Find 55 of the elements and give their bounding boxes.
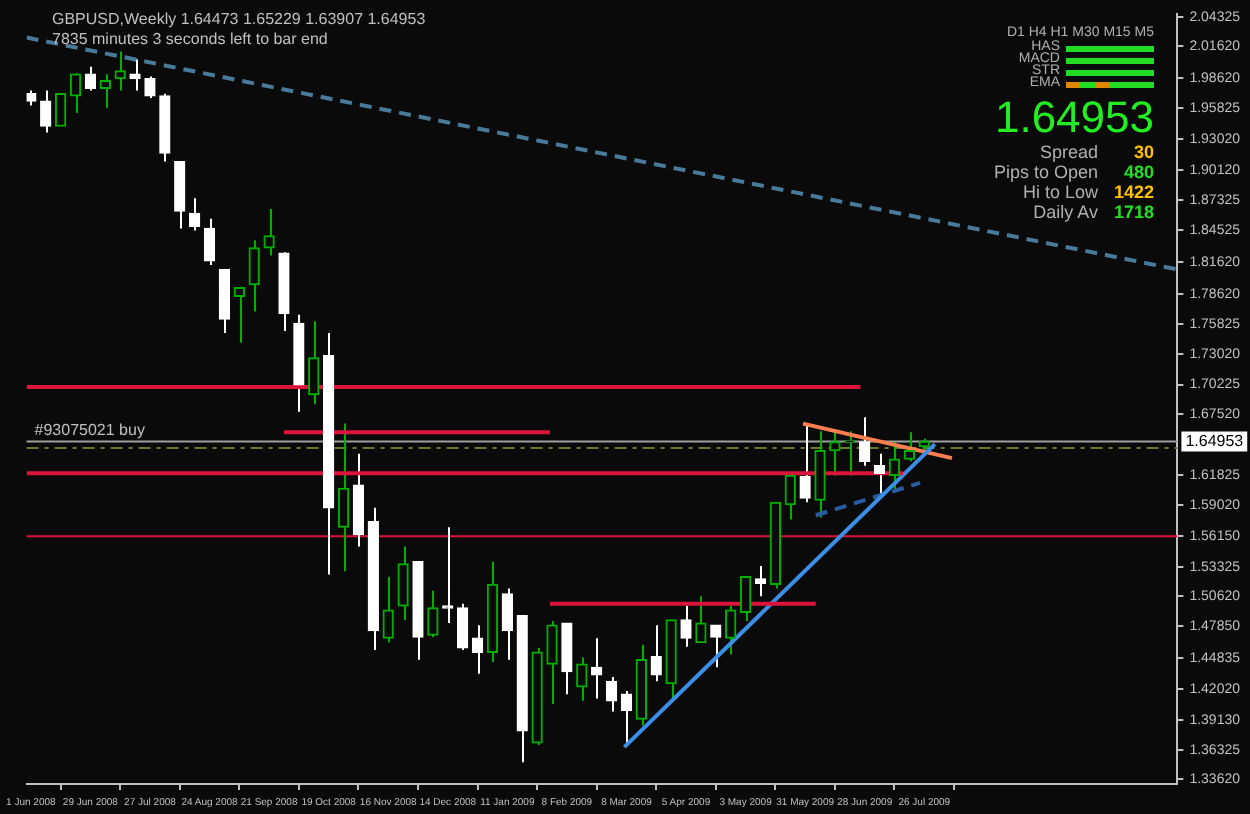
annotation: 480 <box>1121 162 1154 182</box>
annotation: Hi to Low <box>1022 182 1098 202</box>
candlestick <box>799 422 811 504</box>
candlestick <box>859 416 871 467</box>
candlestick <box>829 431 841 477</box>
candlestick <box>352 452 365 548</box>
candlestick <box>471 624 484 675</box>
candlestick <box>337 422 350 573</box>
annotation: 1422 <box>1111 182 1154 202</box>
annotation: 1718 <box>1111 202 1154 222</box>
candlestick <box>814 430 826 519</box>
annotation: 30 <box>1131 142 1154 162</box>
candlestick <box>754 564 767 598</box>
candlestick <box>695 595 707 644</box>
candlestick <box>620 690 633 748</box>
annotation: Daily Av <box>1033 202 1098 222</box>
candlestick <box>591 637 603 700</box>
ref-line-label: 1.64953 <box>1185 431 1245 450</box>
chart-title: GBPUSD,Weekly 1.64473 1.65229 1.63907 1.64953 <box>52 10 426 30</box>
candlestick <box>40 89 52 134</box>
candlestick <box>888 440 901 494</box>
candlestick <box>233 285 245 344</box>
candlestick <box>605 676 618 713</box>
candlestick <box>382 575 394 644</box>
candlestick <box>442 526 454 625</box>
candlestick <box>710 624 722 669</box>
candlestick <box>680 604 692 648</box>
candlestick <box>784 474 796 521</box>
ref-line-label: #93075021 buy <box>34 420 145 439</box>
candlestick <box>308 320 320 406</box>
candlestick <box>501 587 513 661</box>
candlestick <box>739 575 752 622</box>
candlestick <box>456 602 469 652</box>
candlestick <box>188 197 201 232</box>
candlestick <box>576 656 588 702</box>
candlestick <box>546 619 558 705</box>
candlestick <box>54 93 67 127</box>
candlestick <box>263 208 275 257</box>
annotation: 1.64953 <box>992 92 1154 142</box>
candlestick <box>561 622 573 696</box>
candlestick <box>114 50 126 92</box>
candlestick <box>203 217 216 267</box>
annotation: Pips to Open <box>993 162 1098 182</box>
candlestick <box>903 431 916 463</box>
annotation: Spread <box>1039 142 1098 162</box>
candlestick <box>650 624 662 683</box>
candlestick <box>99 73 111 109</box>
candlestick <box>218 268 231 335</box>
candlestick <box>397 545 409 621</box>
candlestick <box>69 72 82 115</box>
candlestick <box>427 589 439 639</box>
candlestick <box>725 604 737 656</box>
candlestick <box>174 160 186 230</box>
candlestick <box>248 239 260 313</box>
text: 7835 minutes 3 seconds left to bar end <box>52 30 330 50</box>
